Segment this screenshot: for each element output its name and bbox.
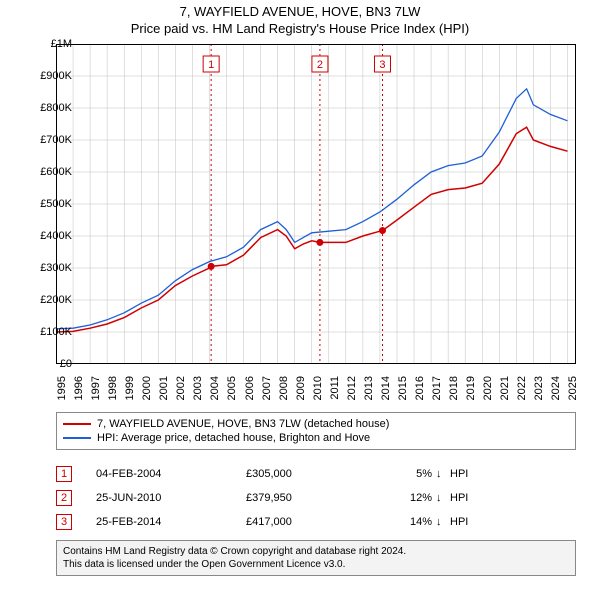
x-tick-label: 2005 (226, 376, 238, 406)
x-tick-label: 2010 (312, 376, 324, 406)
y-tick-label: £100K (32, 326, 72, 338)
sale-price: £379,950 (246, 492, 376, 504)
legend-row: 7, WAYFIELD AVENUE, HOVE, BN3 7LW (detac… (63, 417, 569, 431)
x-tick-label: 2015 (397, 376, 409, 406)
sale-row: 3 25-FEB-2014 £417,000 14% ↓ HPI (56, 510, 576, 534)
x-tick-label: 2011 (329, 376, 341, 406)
x-tick-label: 2022 (516, 376, 528, 406)
down-arrow-icon: ↓ (436, 516, 450, 528)
title-subtitle: Price paid vs. HM Land Registry's House … (0, 21, 600, 36)
sale-hpi-label: HPI (450, 468, 490, 480)
svg-text:1: 1 (208, 59, 214, 71)
x-tick-label: 2000 (141, 376, 153, 406)
y-tick-label: £800K (32, 102, 72, 114)
legend-row: HPI: Average price, detached house, Brig… (63, 431, 569, 445)
title-block: 7, WAYFIELD AVENUE, HOVE, BN3 7LW Price … (0, 0, 600, 36)
x-tick-label: 1997 (90, 376, 102, 406)
x-tick-label: 2019 (465, 376, 477, 406)
legend-label: 7, WAYFIELD AVENUE, HOVE, BN3 7LW (detac… (97, 418, 389, 430)
title-address: 7, WAYFIELD AVENUE, HOVE, BN3 7LW (0, 4, 600, 19)
x-tick-label: 2009 (295, 376, 307, 406)
x-tick-label: 2024 (550, 376, 562, 406)
sales-table: 1 04-FEB-2004 £305,000 5% ↓ HPI 2 25-JUN… (56, 462, 576, 534)
footer-line2: This data is licensed under the Open Gov… (63, 558, 569, 571)
x-tick-label: 2013 (363, 376, 375, 406)
svg-text:2: 2 (317, 59, 323, 71)
sale-row: 1 04-FEB-2004 £305,000 5% ↓ HPI (56, 462, 576, 486)
sale-date: 04-FEB-2004 (96, 468, 246, 480)
y-tick-label: £600K (32, 166, 72, 178)
x-tick-label: 2021 (499, 376, 511, 406)
y-tick-label: £0 (32, 358, 72, 370)
y-tick-label: £1M (32, 38, 72, 50)
y-tick-label: £200K (32, 294, 72, 306)
x-tick-label: 2014 (380, 376, 392, 406)
sale-price: £417,000 (246, 516, 376, 528)
y-tick-label: £400K (32, 230, 72, 242)
x-tick-label: 2012 (346, 376, 358, 406)
legend-box: 7, WAYFIELD AVENUE, HOVE, BN3 7LW (detac… (56, 412, 576, 450)
sale-diff: 5% (376, 468, 436, 480)
x-tick-label: 1998 (107, 376, 119, 406)
x-tick-label: 1999 (124, 376, 136, 406)
x-tick-label: 1996 (73, 376, 85, 406)
y-tick-label: £500K (32, 198, 72, 210)
down-arrow-icon: ↓ (436, 468, 450, 480)
x-tick-label: 2025 (567, 376, 579, 406)
x-tick-label: 1995 (56, 376, 68, 406)
y-tick-label: £300K (32, 262, 72, 274)
y-tick-label: £900K (32, 70, 72, 82)
x-tick-label: 2007 (261, 376, 273, 406)
sale-marker: 1 (56, 466, 96, 482)
sale-hpi-label: HPI (450, 516, 490, 528)
sale-diff: 12% (376, 492, 436, 504)
x-tick-label: 2020 (482, 376, 494, 406)
chart-plot-area: 1 2 3 (56, 44, 576, 364)
x-tick-label: 2003 (192, 376, 204, 406)
sale-marker: 3 (56, 514, 96, 530)
legend-swatch (63, 437, 91, 439)
svg-text:3: 3 (379, 59, 385, 71)
x-tick-label: 2016 (414, 376, 426, 406)
sale-hpi-label: HPI (450, 492, 490, 504)
sale-marker: 2 (56, 490, 96, 506)
chart-svg: 1 2 3 (56, 44, 576, 364)
sale-price: £305,000 (246, 468, 376, 480)
x-tick-label: 2001 (158, 376, 170, 406)
legend-label: HPI: Average price, detached house, Brig… (97, 432, 370, 444)
chart-container: 7, WAYFIELD AVENUE, HOVE, BN3 7LW Price … (0, 0, 600, 590)
legend-swatch (63, 423, 91, 425)
x-tick-label: 2008 (278, 376, 290, 406)
footer-attribution: Contains HM Land Registry data © Crown c… (56, 540, 576, 576)
footer-line1: Contains HM Land Registry data © Crown c… (63, 545, 569, 558)
x-tick-label: 2017 (431, 376, 443, 406)
x-tick-label: 2006 (244, 376, 256, 406)
x-tick-label: 2004 (209, 376, 221, 406)
x-tick-label: 2023 (533, 376, 545, 406)
y-tick-label: £700K (32, 134, 72, 146)
sale-date: 25-JUN-2010 (96, 492, 246, 504)
x-tick-label: 2002 (175, 376, 187, 406)
sale-row: 2 25-JUN-2010 £379,950 12% ↓ HPI (56, 486, 576, 510)
down-arrow-icon: ↓ (436, 492, 450, 504)
x-tick-label: 2018 (448, 376, 460, 406)
sale-date: 25-FEB-2014 (96, 516, 246, 528)
sale-diff: 14% (376, 516, 436, 528)
